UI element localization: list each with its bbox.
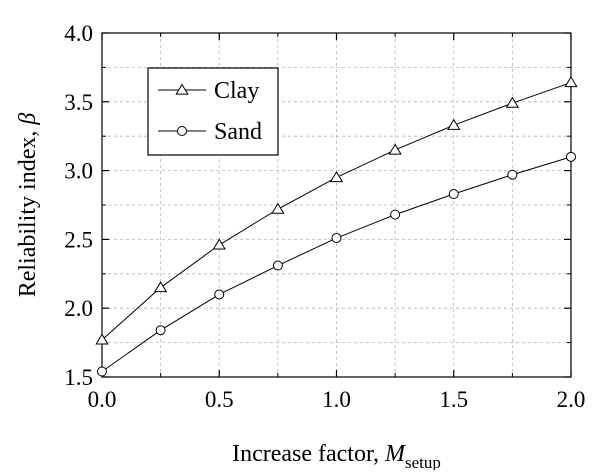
data-point-clay [95, 333, 109, 345]
axis-ticks: 0.0 0.5 1.0 1.5 2.0 1.5 2.0 2.5 3.0 3.5 4.0 [64, 21, 585, 412]
data-point-sand [566, 151, 576, 162]
data-point-clay [329, 171, 344, 183]
data-point-clay [271, 202, 285, 214]
y-tick-label: 2.0 [64, 296, 93, 321]
y-axis-label-text: Reliability index, [15, 125, 41, 298]
x-axis-label: Increase factor, Msetup [232, 441, 441, 470]
y-tick-label: 3.0 [64, 159, 93, 184]
x-tick-label: 2.0 [557, 387, 586, 412]
x-tick-label: 1.5 [439, 387, 468, 412]
data-point-sand [214, 289, 225, 300]
y-tick-label: 2.5 [64, 227, 93, 252]
data-point-sand [97, 366, 107, 377]
y-tick-label: 4.0 [64, 21, 93, 46]
x-tick-label: 0.5 [205, 387, 234, 412]
y-axis-label: Reliability index, β [15, 113, 41, 298]
legend-label-clay: Clay [214, 78, 259, 104]
data-point-sand [272, 260, 283, 271]
x-tick-label: 0.0 [88, 387, 117, 412]
legend-marker-clay [175, 83, 189, 95]
data-point-clay [564, 76, 578, 88]
data-point-clay [505, 96, 520, 108]
legend-label-sand: Sand [214, 119, 262, 145]
data-point-sand [155, 325, 166, 336]
data-point-clay [447, 118, 461, 130]
data-point-sand [507, 169, 518, 180]
data-point-sand [331, 233, 342, 244]
legend-box [147, 67, 279, 156]
y-tick-label: 3.5 [64, 90, 93, 115]
series-sand [97, 151, 576, 377]
legend-marker-sand [177, 126, 187, 136]
y-axis-label-symbol: β [15, 113, 41, 126]
series-clay [95, 76, 578, 345]
data-point-sand [448, 188, 459, 199]
data-point-clay [212, 238, 226, 250]
x-axis-label-text: Increase factor, [232, 441, 385, 467]
series-layer [95, 76, 578, 377]
data-point-clay [153, 281, 168, 293]
legend: Clay Sand [147, 67, 279, 156]
x-tick-label: 1.0 [322, 387, 351, 412]
y-tick-label: 1.5 [64, 365, 93, 390]
data-point-clay [388, 143, 402, 155]
x-axis-label-symbol: M [384, 441, 407, 467]
data-point-sand [390, 209, 401, 220]
x-axis-label-subscript: setup [405, 453, 441, 470]
